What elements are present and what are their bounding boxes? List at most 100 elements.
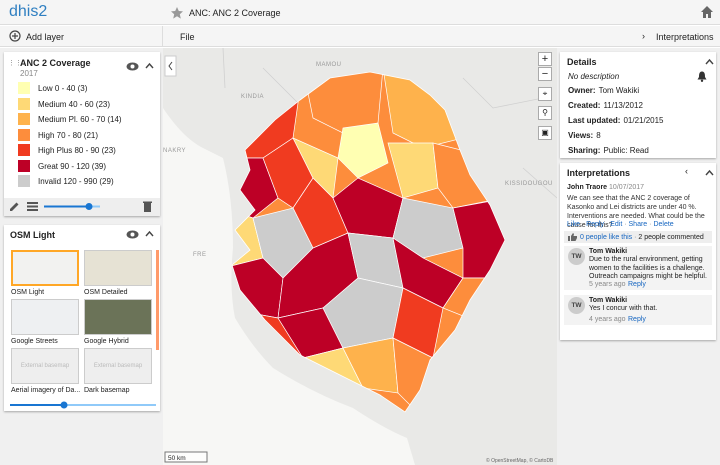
fit-bounds[interactable]: ⌖ <box>538 87 552 101</box>
detail-row: Views: 8 <box>568 131 601 140</box>
subscribe-icon[interactable] <box>697 71 707 82</box>
comment-box <box>564 246 712 290</box>
comment-count: 2 people commented <box>638 234 704 241</box>
place-label: KISSIDOUGOU <box>505 181 553 187</box>
like-icon[interactable] <box>568 233 577 241</box>
collapse-icon[interactable] <box>145 230 154 237</box>
layer-card <box>4 52 160 216</box>
detail-row: Last updated: 01/21/2015 <box>568 116 664 125</box>
visibility-icon[interactable] <box>126 230 139 239</box>
comment-time: 4 years ago <box>589 316 626 323</box>
interpretations-title: Interpretations <box>567 168 631 178</box>
legend-swatch <box>18 128 30 141</box>
likes[interactable]: 0 people like this <box>580 234 633 241</box>
add-icon[interactable] <box>9 30 21 42</box>
field-label: Views: <box>568 131 594 140</box>
logo[interactable]: dhis2 <box>9 3 48 20</box>
basemap-title: OSM Light <box>10 230 55 240</box>
comment-text: Due to the rural environment, getting wo… <box>589 256 707 280</box>
avatar: TW <box>568 297 585 314</box>
basemap-name: Google Hybrid <box>84 338 129 345</box>
details-card <box>560 52 716 158</box>
panel-toggle[interactable] <box>164 55 177 77</box>
legend-swatch <box>18 159 30 172</box>
description: No description <box>568 72 620 81</box>
toolbar-left <box>0 26 163 47</box>
date: 10/07/2017 <box>609 184 645 191</box>
star-icon[interactable] <box>171 7 183 19</box>
detail-row: Created: 11/13/2012 <box>568 101 643 110</box>
search[interactable]: ⚲ <box>538 106 552 120</box>
basemap-thumbnail[interactable] <box>11 250 79 286</box>
visibility-icon[interactable] <box>126 62 139 71</box>
home-icon[interactable] <box>701 6 713 18</box>
basemap-name: Google Streets <box>11 338 58 345</box>
action-link[interactable]: Reply <box>586 221 604 228</box>
interpretations-button[interactable]: Interpretations <box>656 32 714 42</box>
add-layer-button[interactable]: Add layer <box>26 32 65 42</box>
legend-label: Invalid 120 - 990 (29) <box>38 177 114 186</box>
opacity-slider[interactable] <box>44 202 100 211</box>
basemap-thumbnail[interactable] <box>11 299 79 335</box>
comment-author: Tom Wakiki <box>589 297 628 304</box>
basemap-thumbnail[interactable] <box>84 250 152 286</box>
action-link[interactable]: Edit <box>610 221 623 228</box>
scale-bar <box>164 451 208 463</box>
legend-swatch <box>18 82 30 94</box>
reply-link[interactable]: Reply <box>628 316 646 323</box>
edit-icon[interactable] <box>9 201 20 212</box>
collapse-icon[interactable] <box>145 62 154 69</box>
panel-toggle-icon[interactable] <box>168 61 173 71</box>
action-link[interactable]: Share <box>628 221 648 228</box>
actions: Like · Reply · Edit · Share · Delete <box>567 221 674 228</box>
scale-label: 50 km <box>168 455 186 462</box>
reply-link[interactable]: Reply <box>628 281 646 288</box>
basemap-thumbnail[interactable]: External basemap <box>84 348 152 384</box>
field-label: Owner: <box>568 86 596 95</box>
page-title: ANC: ANC 2 Coverage <box>189 8 281 18</box>
action-link[interactable]: Like <box>567 221 580 228</box>
prev-button[interactable]: ‹ <box>685 166 688 176</box>
file-menu[interactable]: File <box>180 32 195 42</box>
basemap-name: OSM Light <box>11 289 45 296</box>
comment-time: 5 years ago <box>589 281 626 288</box>
layer-period: 2017 <box>20 69 38 78</box>
legend-swatch <box>18 97 30 110</box>
legend-swatch <box>18 113 30 125</box>
basemap-thumbnail[interactable]: External basemap <box>11 348 79 384</box>
field-value: 8 <box>596 131 601 140</box>
collapse-icon[interactable] <box>705 58 714 65</box>
layer-title: ANC 2 Coverage <box>20 58 91 68</box>
drag-handle[interactable]: ⋮⋮ <box>8 60 22 67</box>
legend-swatch <box>18 144 30 156</box>
collapse-icon[interactable] <box>705 169 714 176</box>
comment-author: Tom Wakiki <box>589 248 628 255</box>
basemap-thumbnail[interactable] <box>84 299 152 335</box>
zoom-in[interactable]: + <box>538 52 552 66</box>
field-value: Tom Wakiki <box>598 86 640 95</box>
action-link[interactable]: Delete <box>653 221 674 228</box>
zoom-out[interactable]: − <box>538 67 552 81</box>
fullscreen[interactable]: ▣ <box>538 126 552 140</box>
likes-bar <box>564 231 712 243</box>
scrollbar[interactable] <box>156 250 159 350</box>
details-title: Details <box>567 57 597 67</box>
toolbar <box>0 26 720 47</box>
map[interactable] <box>163 48 557 465</box>
basemap-name: Aerial imagery of Da... <box>11 387 81 394</box>
field-label: Last updated: <box>568 116 621 125</box>
table-icon[interactable] <box>27 202 38 211</box>
field-label: Created: <box>568 101 601 110</box>
attribution: © OpenStreetMap, © CartoDB <box>486 458 554 464</box>
basemap-opacity-slider[interactable] <box>8 400 158 410</box>
chevron[interactable]: › <box>642 31 645 41</box>
header-bar <box>0 0 720 25</box>
avatar: TW <box>568 248 585 265</box>
basemap-name: Dark basemap <box>84 387 130 394</box>
delete-icon[interactable] <box>143 201 152 212</box>
sea <box>163 108 415 465</box>
author: John Traore <box>567 184 608 191</box>
place-label: KINDIA <box>241 94 265 100</box>
legend-label: High Plus 80 - 90 (23) <box>38 146 116 155</box>
